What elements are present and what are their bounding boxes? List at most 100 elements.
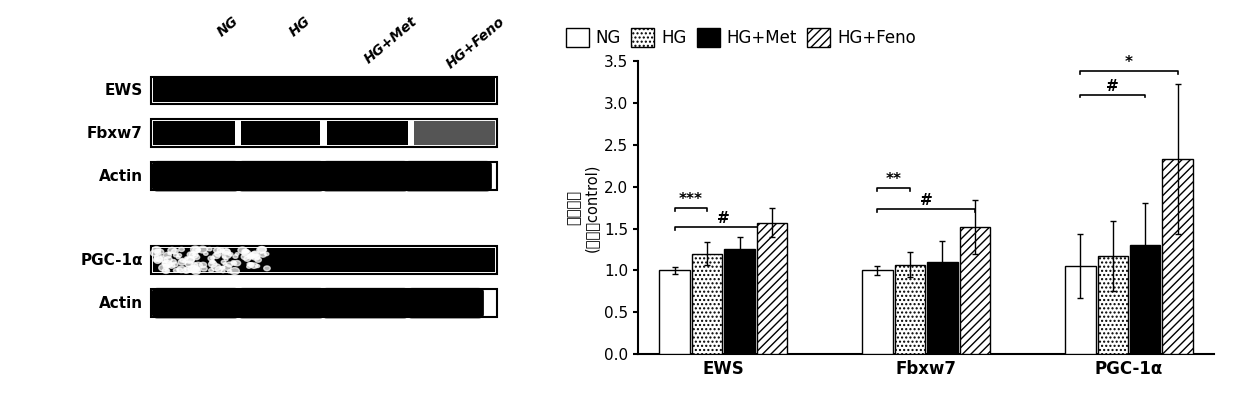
Circle shape: [258, 247, 266, 253]
Circle shape: [222, 249, 230, 255]
Text: Actin: Actin: [99, 168, 142, 184]
Circle shape: [152, 247, 161, 253]
Circle shape: [255, 265, 260, 267]
Circle shape: [167, 252, 171, 255]
Text: NG: NG: [214, 14, 242, 39]
Bar: [321, 121, 327, 145]
Text: EWS: EWS: [104, 83, 142, 98]
Text: #: #: [717, 211, 730, 226]
Circle shape: [155, 258, 161, 263]
Circle shape: [182, 260, 186, 263]
Text: HG+Met: HG+Met: [362, 14, 420, 66]
Circle shape: [172, 249, 178, 254]
Bar: [408, 121, 414, 145]
Circle shape: [250, 263, 258, 268]
Circle shape: [254, 255, 259, 259]
Circle shape: [249, 263, 254, 267]
Text: ***: ***: [679, 192, 703, 207]
Circle shape: [256, 247, 266, 253]
Circle shape: [156, 257, 162, 262]
Circle shape: [222, 256, 225, 258]
Circle shape: [250, 252, 258, 258]
Circle shape: [193, 267, 199, 272]
Circle shape: [243, 249, 249, 253]
Legend: NG, HG, HG+Met, HG+Feno: NG, HG, HG+Met, HG+Feno: [566, 28, 916, 47]
Circle shape: [164, 257, 172, 263]
Circle shape: [209, 260, 214, 264]
Circle shape: [155, 251, 161, 255]
Circle shape: [242, 254, 249, 260]
Circle shape: [216, 267, 223, 272]
Circle shape: [223, 263, 227, 265]
Circle shape: [182, 268, 190, 273]
Circle shape: [190, 252, 198, 258]
Circle shape: [235, 253, 239, 255]
Bar: [659, 270, 690, 354]
Circle shape: [222, 266, 225, 269]
FancyBboxPatch shape: [237, 288, 325, 318]
Circle shape: [180, 258, 185, 262]
FancyBboxPatch shape: [237, 161, 325, 191]
Circle shape: [191, 246, 199, 253]
Circle shape: [264, 266, 270, 271]
Bar: [151, 289, 497, 317]
FancyBboxPatch shape: [152, 161, 240, 191]
Circle shape: [222, 252, 232, 258]
Circle shape: [164, 264, 170, 269]
Circle shape: [208, 256, 214, 261]
Circle shape: [196, 249, 199, 252]
Circle shape: [212, 260, 216, 263]
Circle shape: [155, 249, 160, 253]
Circle shape: [161, 258, 169, 263]
Circle shape: [233, 255, 238, 258]
Circle shape: [167, 263, 172, 267]
Circle shape: [232, 260, 235, 264]
Circle shape: [193, 253, 196, 256]
Circle shape: [185, 257, 195, 263]
Text: *: *: [1125, 55, 1132, 70]
Circle shape: [260, 252, 266, 257]
Circle shape: [171, 260, 176, 264]
Bar: [862, 270, 892, 354]
Circle shape: [252, 251, 259, 256]
Circle shape: [232, 261, 237, 265]
Circle shape: [177, 266, 186, 273]
Bar: [151, 247, 497, 274]
Circle shape: [213, 247, 222, 253]
Circle shape: [245, 251, 249, 253]
Circle shape: [169, 263, 175, 268]
Circle shape: [173, 269, 178, 272]
Text: Fbxw7: Fbxw7: [87, 126, 142, 141]
Circle shape: [192, 247, 201, 253]
Circle shape: [186, 261, 193, 267]
Bar: [154, 248, 496, 272]
FancyBboxPatch shape: [152, 288, 240, 318]
Circle shape: [178, 247, 185, 252]
Circle shape: [213, 253, 221, 258]
Circle shape: [222, 260, 225, 264]
Bar: [725, 249, 755, 354]
Circle shape: [249, 253, 255, 258]
Bar: [414, 121, 496, 145]
Circle shape: [214, 252, 221, 256]
Circle shape: [221, 249, 224, 252]
Circle shape: [156, 249, 164, 254]
Text: #: #: [1106, 79, 1119, 94]
Circle shape: [154, 255, 159, 258]
Circle shape: [221, 270, 225, 273]
FancyBboxPatch shape: [406, 288, 484, 318]
Circle shape: [154, 258, 157, 262]
Circle shape: [159, 265, 167, 271]
Circle shape: [171, 262, 178, 267]
Circle shape: [188, 266, 197, 272]
Circle shape: [150, 250, 159, 256]
Bar: [927, 262, 958, 354]
Circle shape: [201, 267, 207, 271]
Circle shape: [198, 246, 207, 253]
Circle shape: [248, 254, 254, 259]
Bar: [151, 77, 497, 104]
Circle shape: [264, 252, 269, 256]
Bar: [1130, 245, 1161, 354]
Circle shape: [178, 259, 186, 265]
Circle shape: [233, 260, 240, 266]
